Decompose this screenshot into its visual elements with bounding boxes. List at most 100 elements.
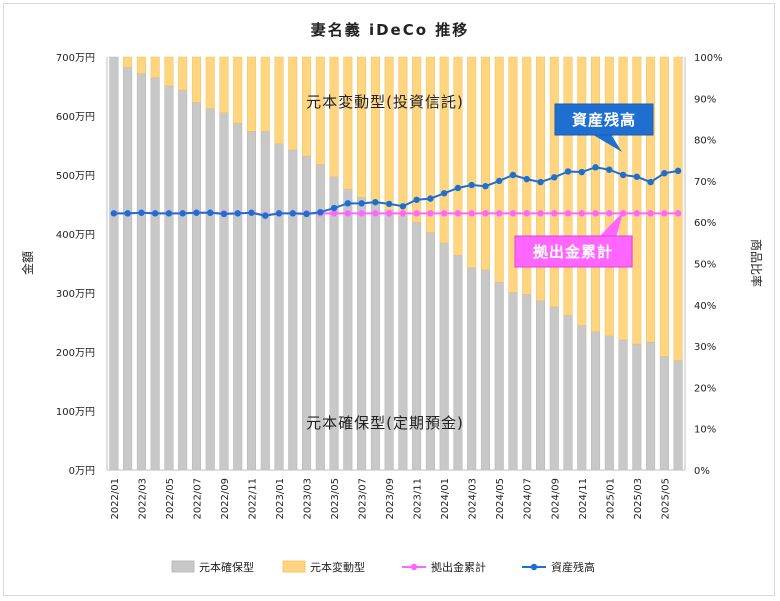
right-tick-label: 60%	[694, 218, 716, 229]
point-asset-2023/04	[317, 208, 324, 216]
legend-label-3: 資産残高	[551, 560, 595, 574]
lines-layer	[110, 164, 682, 219]
point-asset-2023/01	[275, 210, 283, 217]
bar-variable-2024/02	[453, 56, 463, 256]
point-contrib-2023/10	[399, 210, 407, 217]
bar-fixed-2022/03	[136, 73, 146, 471]
bar-variable-2024/07	[522, 56, 532, 295]
bar-variable-2025/06	[673, 56, 683, 361]
left-axis-title: 金額	[20, 251, 35, 275]
bar-fixed-2023/11	[412, 221, 422, 471]
bar-variable-2024/01	[439, 56, 449, 244]
x-tick-label: 2025/01	[605, 478, 616, 520]
right-tick-label: 30%	[694, 342, 716, 353]
bar-fixed-2023/02	[288, 149, 298, 471]
point-asset-2024/08	[537, 178, 544, 186]
bar-fixed-2024/04	[480, 269, 490, 471]
point-asset-2023/09	[385, 200, 393, 208]
point-contrib-2024/11	[578, 210, 585, 217]
x-tick-label: 2022/09	[220, 478, 231, 520]
contrib-callout-label: 拠出金累計	[533, 243, 613, 261]
x-tick-label: 2024/03	[468, 478, 479, 520]
bar-variable-2025/01	[604, 56, 614, 337]
legend: 元本確保型 元本変動型 拠出金累計 資産残高	[171, 560, 595, 574]
bar-variable-2023/03	[302, 56, 312, 157]
bar-variable-2022/03	[136, 56, 146, 74]
right-tick-label: 90%	[694, 94, 716, 105]
point-asset-2025/06	[674, 167, 682, 175]
point-asset-2024/12	[592, 164, 599, 171]
point-asset-2023/11	[413, 196, 420, 203]
point-asset-2025/05	[661, 170, 668, 177]
bar-fixed-2025/03	[632, 343, 642, 471]
point-asset-2024/01	[440, 190, 448, 197]
point-contrib-2024/09	[551, 210, 558, 217]
bars-layer	[109, 56, 683, 471]
left-tick-label: 400万円	[56, 230, 95, 241]
x-tick-label: 2022/01	[110, 478, 121, 520]
x-tick-label: 2023/03	[303, 478, 314, 520]
right-tick-label: 10%	[694, 425, 716, 436]
bar-variable-2024/05	[494, 56, 504, 283]
legend-label-1: 元本変動型	[310, 560, 365, 574]
point-asset-2023/10	[399, 203, 407, 210]
bar-variable-2023/08	[370, 56, 380, 204]
bar-variable-2023/10	[398, 56, 408, 217]
point-contrib-2025/03	[633, 210, 641, 217]
bar-fixed-2022/01	[109, 56, 119, 471]
bar-variable-2022/12	[260, 56, 270, 132]
bar-variable-2023/07	[357, 56, 367, 198]
point-asset-2022/03	[138, 209, 145, 216]
point-asset-2022/06	[179, 210, 186, 217]
point-asset-2022/05	[165, 210, 173, 217]
bar-fixed-2024/07	[522, 294, 532, 471]
bar-fixed-2024/09	[549, 306, 559, 471]
left-tick-label: 500万円	[56, 171, 95, 182]
point-asset-2024/09	[551, 174, 558, 181]
bar-variable-2023/04	[315, 56, 325, 165]
x-tick-label: 2024/07	[523, 478, 534, 520]
bar-variable-2022/10	[233, 56, 243, 124]
bar-variable-2023/01	[274, 56, 284, 144]
point-contrib-2023/12	[427, 210, 434, 217]
bar-fixed-2022/11	[246, 131, 257, 471]
point-contrib-2025/05	[661, 210, 668, 217]
bar-variable-2023/11	[412, 56, 422, 223]
point-contrib-2024/03	[468, 210, 475, 217]
point-asset-2024/06	[509, 171, 517, 179]
upper-region-label: 元本変動型(投資信託)	[306, 93, 464, 111]
point-asset-2025/02	[619, 171, 627, 179]
chart-title: 妻名義 iDeCo 推移	[311, 21, 470, 39]
point-asset-2025/04	[647, 178, 654, 186]
bar-fixed-2022/06	[178, 89, 188, 471]
right-tick-label: 80%	[694, 136, 716, 147]
bar-variable-2024/04	[480, 56, 490, 270]
bar-variable-2023/02	[288, 56, 298, 151]
point-contrib-2025/04	[647, 210, 654, 217]
axes-layer	[106, 57, 686, 471]
right-axis-title: 商品比率	[749, 239, 764, 287]
point-contrib-2024/01	[440, 210, 448, 217]
bar-fixed-2024/03	[467, 267, 477, 471]
bar-variable-2023/06	[343, 56, 353, 190]
bar-fixed-2024/11	[577, 325, 587, 471]
left-tick-label: 200万円	[56, 348, 95, 359]
right-tick-label: 0%	[694, 466, 710, 477]
bar-fixed-2025/05	[659, 356, 669, 471]
legend-swatch-0	[171, 560, 195, 573]
bar-fixed-2022/04	[150, 77, 160, 471]
lower-region-label: 元本確保型(定期預金)	[306, 414, 464, 432]
point-contrib-2025/01	[606, 210, 613, 217]
bar-fixed-2022/07	[191, 102, 201, 471]
asset-callout-label: 資産残高	[572, 111, 636, 129]
point-asset-2023/12	[427, 195, 434, 202]
contrib-callout-pointer	[598, 212, 623, 238]
right-tick-label: 50%	[694, 260, 716, 271]
bar-fixed-2023/01	[274, 143, 284, 471]
bar-fixed-2022/12	[260, 131, 270, 471]
bar-variable-2022/02	[123, 56, 133, 68]
bar-variable-2024/12	[591, 56, 601, 332]
bar-variable-2023/09	[384, 56, 394, 211]
bar-fixed-2024/12	[591, 331, 601, 471]
point-asset-2022/10	[234, 210, 241, 217]
